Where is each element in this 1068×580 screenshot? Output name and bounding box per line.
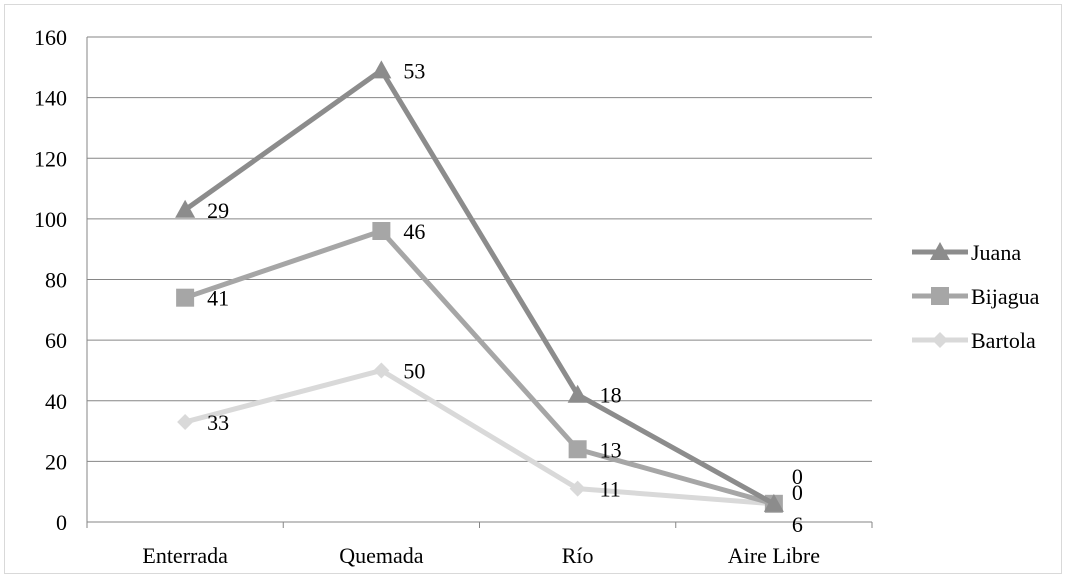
data-point-bartola (177, 413, 194, 430)
legend: Juana Bijagua Bartola (912, 240, 1040, 353)
data-label-bijagua: 41 (207, 286, 229, 311)
legend-label-juana: Juana (971, 240, 1021, 265)
y-tick-label: 0 (56, 510, 67, 535)
data-point-bartola (569, 480, 586, 497)
x-axis-ticks: Enterrada Quemada Río Aire Libre (142, 543, 820, 568)
x-tick-label: Enterrada (142, 543, 228, 568)
data-point-juana (371, 60, 392, 79)
data-label-bijagua: 46 (403, 219, 425, 244)
legend-marker-bartola (932, 332, 948, 348)
series-line-bartola (184, 367, 775, 507)
data-point-juana (567, 384, 588, 403)
data-label-juana: 53 (403, 58, 425, 83)
y-tick-label: 120 (34, 146, 67, 171)
series-line-bijagua (184, 228, 775, 507)
gridlines (86, 36, 873, 528)
y-tick-label: 20 (45, 449, 67, 474)
data-label-bartola: 50 (403, 358, 425, 383)
y-tick-label: 40 (45, 389, 67, 414)
legend-label-bijagua: Bijagua (971, 284, 1040, 309)
series-lines (175, 60, 784, 513)
data-point-juana (175, 199, 196, 218)
data-point-bijagua (372, 222, 391, 240)
y-tick-label: 80 (45, 268, 67, 293)
legend-marker-juana (930, 242, 950, 260)
legend-label-bartola: Bartola (971, 328, 1036, 353)
data-label-juana: 0 (792, 464, 803, 489)
data-labels: 33 50 11 6 41 46 13 0 29 53 18 0 (207, 58, 803, 536)
data-label-bijagua: 13 (600, 437, 622, 462)
data-point-bijagua (176, 288, 195, 307)
y-tick-label: 140 (34, 86, 67, 111)
data-label-bartola: 33 (207, 410, 229, 435)
y-tick-label: 60 (45, 328, 67, 353)
data-label-bartola: 6 (792, 512, 803, 537)
x-tick-label: Aire Libre (728, 543, 820, 568)
data-label-juana: 29 (207, 198, 229, 223)
y-tick-label: 100 (34, 207, 67, 232)
y-tick-label: 160 (34, 25, 67, 50)
data-point-bartola (373, 362, 390, 379)
data-label-juana: 18 (600, 383, 622, 408)
y-axis-ticks: 0 20 40 60 80 100 120 140 160 (34, 25, 67, 535)
data-label-bartola: 11 (600, 477, 621, 502)
data-point-bijagua (568, 440, 587, 459)
series-line-juana (183, 67, 776, 506)
x-tick-label: Quemada (339, 543, 424, 568)
legend-marker-bijagua (931, 287, 949, 305)
x-tick-label: Río (562, 543, 594, 568)
data-point-juana (763, 493, 784, 512)
data-label-bijagua: 0 (792, 480, 803, 505)
